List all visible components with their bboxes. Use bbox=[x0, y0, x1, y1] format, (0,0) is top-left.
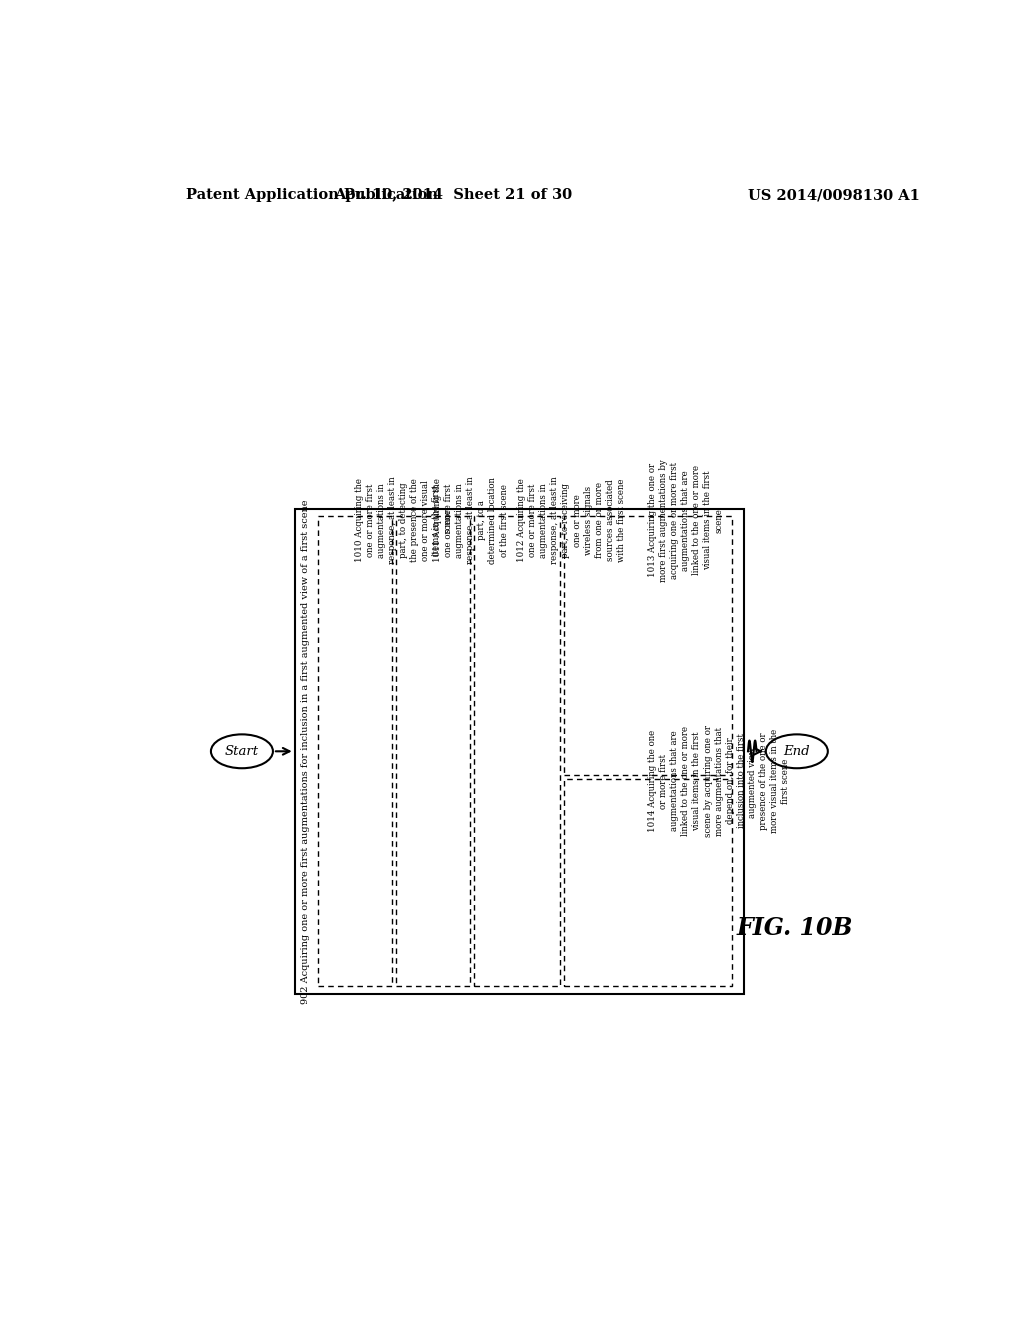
Bar bbox=[396, 516, 470, 986]
Text: Apr. 10, 2014  Sheet 21 of 30: Apr. 10, 2014 Sheet 21 of 30 bbox=[335, 189, 572, 202]
Text: Patent Application Publication: Patent Application Publication bbox=[186, 189, 438, 202]
Bar bbox=[295, 508, 744, 994]
Bar bbox=[317, 516, 391, 986]
Text: 1012 Acquiring the
one or more first
augmentations in
response, at least in
part: 1012 Acquiring the one or more first aug… bbox=[517, 477, 626, 564]
Ellipse shape bbox=[766, 734, 827, 768]
Text: 1010 Acquiring the
one or more first
augmentations in
response, at least in
part: 1010 Acquiring the one or more first aug… bbox=[354, 477, 453, 564]
Text: Start: Start bbox=[225, 744, 259, 758]
Text: 1011 Acquiring the
one or more first
augmentations in
response, at least in
part: 1011 Acquiring the one or more first aug… bbox=[433, 477, 509, 564]
Text: 1014 Acquiring the one
or more first
augmentations that are
linked to the one or: 1014 Acquiring the one or more first aug… bbox=[648, 725, 791, 837]
Text: End: End bbox=[783, 744, 810, 758]
Text: 1013 Acquiring the one or
more first augmentations by
acquiring one or more firs: 1013 Acquiring the one or more first aug… bbox=[648, 459, 724, 582]
Text: FIG. 10B: FIG. 10B bbox=[736, 916, 853, 940]
Bar bbox=[564, 780, 732, 986]
Text: US 2014/0098130 A1: US 2014/0098130 A1 bbox=[748, 189, 920, 202]
Bar bbox=[564, 516, 732, 775]
Bar bbox=[474, 516, 560, 986]
Ellipse shape bbox=[211, 734, 273, 768]
Text: 902 Acquiring one or more first augmentations for inclusion in a first augmented: 902 Acquiring one or more first augmenta… bbox=[301, 499, 310, 1003]
